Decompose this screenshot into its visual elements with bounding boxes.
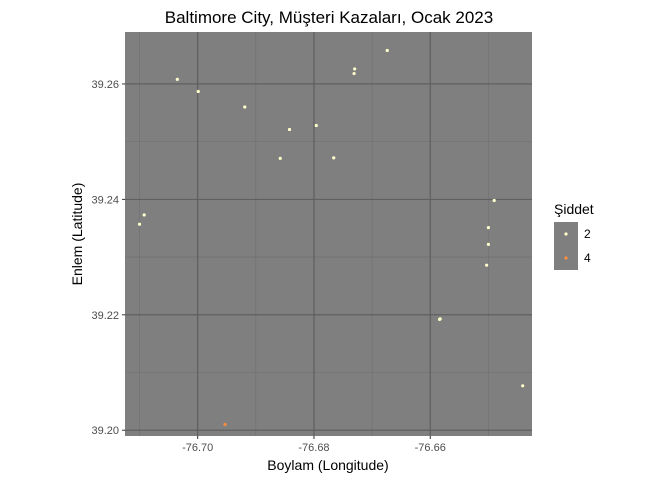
data-point: [314, 123, 318, 128]
y-tick-label: 39.26: [91, 79, 119, 91]
data-point: [486, 226, 490, 230]
legend-keys: 24: [554, 222, 591, 270]
data-point: [353, 67, 357, 71]
x-tick-label: -76.66: [415, 442, 446, 454]
y-axis-ticks: 39.20 39.22 39.24 39.26: [91, 79, 125, 437]
data-point: [385, 48, 389, 53]
legend-title: Şiddet: [554, 201, 594, 217]
x-tick-label: -76.70: [182, 442, 213, 454]
data-point: [196, 89, 200, 94]
data-point: [332, 156, 336, 160]
data-point: [175, 77, 179, 81]
data-point: [278, 156, 282, 160]
x-tick-label: -76.68: [298, 442, 329, 454]
data-point: [492, 198, 496, 203]
data-point: [521, 384, 525, 388]
data-point: [223, 422, 227, 427]
data-point: [438, 317, 442, 321]
data-point: [142, 213, 146, 217]
legend-label: 4: [584, 251, 591, 265]
major-gridlines: [125, 32, 532, 436]
y-tick-label: 39.22: [91, 310, 119, 322]
plot-panel: [125, 32, 532, 436]
chart-title: Baltimore City, Müşteri Kazaları, Ocak 2…: [165, 8, 493, 27]
legend-label: 2: [584, 227, 591, 241]
y-tick-label: 39.24: [91, 194, 119, 206]
y-axis-title: Enlem (Latitude): [69, 183, 85, 286]
legend: Şiddet 24: [554, 201, 594, 270]
x-axis-title: Boylam (Longitude): [267, 457, 388, 473]
data-point: [352, 71, 356, 76]
minor-gridlines: [125, 32, 532, 436]
legend-key-point: [564, 232, 568, 236]
data-point: [243, 105, 247, 109]
data-points: [137, 48, 525, 427]
legend-key-point: [564, 256, 568, 260]
data-point: [287, 127, 292, 132]
data-point: [486, 242, 490, 246]
x-axis-ticks: -76.70 -76.68 -76.66: [182, 436, 446, 454]
y-tick-label: 39.20: [91, 425, 119, 437]
data-point: [485, 263, 489, 267]
data-point: [137, 222, 142, 226]
